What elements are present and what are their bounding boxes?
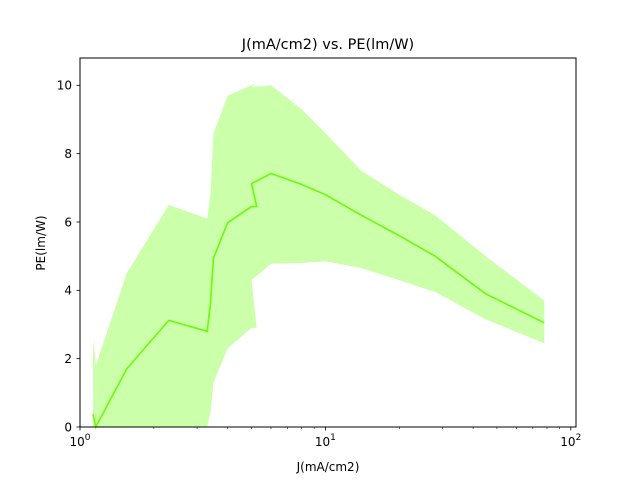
y-tick-label: 10 xyxy=(57,79,72,93)
x-tick-label: 102 xyxy=(560,433,581,449)
series-line-0 xyxy=(92,172,545,430)
line-layer xyxy=(92,172,545,430)
band-layer xyxy=(93,83,545,427)
y-tick-label: 4 xyxy=(64,284,72,298)
y-tick-label: 6 xyxy=(64,215,72,229)
x-axis: 100 101 102 xyxy=(69,427,581,449)
plot-area xyxy=(92,83,545,430)
y-tick-label: 2 xyxy=(64,352,72,366)
x-axis-label: J(mA/cm2) xyxy=(296,460,360,474)
chart-title: J(mA/cm2) vs. PE(lm/W) xyxy=(241,37,414,53)
x-tick-label: 101 xyxy=(315,433,336,449)
confidence-band-0 xyxy=(93,83,545,427)
x-tick-label: 100 xyxy=(69,433,90,449)
y-axis-label: PE(lm/W) xyxy=(34,215,48,270)
y-tick-label: 0 xyxy=(64,420,72,434)
y-axis: 0 2 4 6 8 10 xyxy=(57,79,80,434)
y-tick-label: 8 xyxy=(64,147,72,161)
axes-frame xyxy=(79,57,577,428)
